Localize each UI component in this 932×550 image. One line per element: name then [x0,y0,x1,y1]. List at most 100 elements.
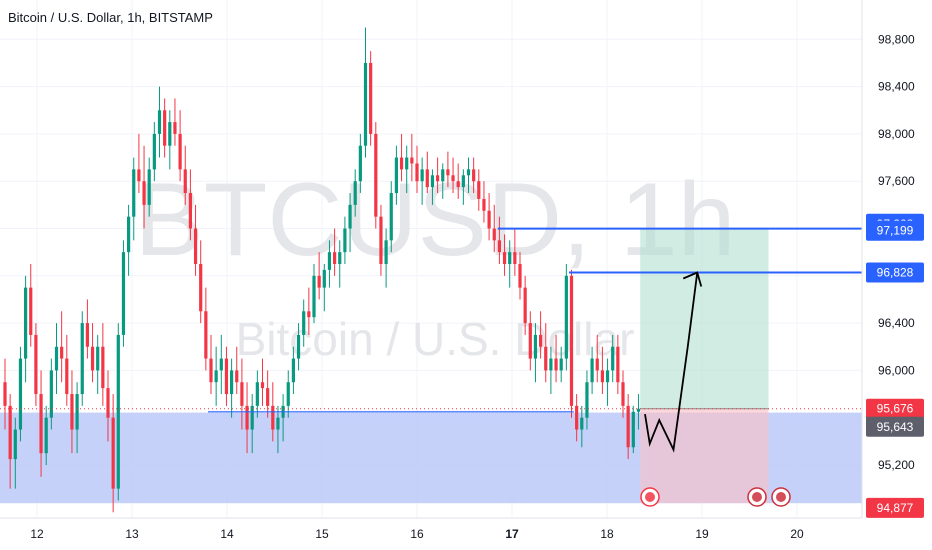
candle [245,382,249,454]
candle-body [436,175,440,182]
candle [163,98,167,158]
candle [307,287,311,335]
candle [518,252,522,300]
candle-body [502,252,507,264]
price-label-target-bg [866,220,924,241]
candle [446,151,450,188]
candle [559,346,563,383]
candle [585,370,589,430]
candle-body [230,370,234,395]
candle [183,145,187,205]
candle [513,228,517,276]
watermark-name: Bitcoin / U.S. Dollar [236,313,635,365]
candle-body [564,275,568,359]
candle [132,157,136,241]
price-label-level2-bg [866,262,924,283]
candle-body [96,346,100,371]
drawings[interactable] [0,227,862,507]
candle-body [90,346,95,371]
candle [333,228,337,276]
candle [65,334,69,406]
candle-body [116,334,120,489]
candle [389,181,393,253]
candle [549,346,553,395]
candle-body [224,358,229,395]
candle [405,145,409,194]
candle-body [111,417,115,489]
candle-body [3,382,7,406]
candle [291,346,295,395]
candle [636,394,641,430]
candle [44,405,48,465]
candle-body [132,169,136,217]
candle [564,263,568,371]
lightning-icon-core [645,492,655,502]
x-tick-label: 19 [695,527,709,541]
candle-body [101,346,105,389]
candle [178,110,182,182]
candle-body [70,394,74,430]
candle-body [18,358,23,430]
candle-body [302,311,306,335]
candle-body [168,122,172,146]
candle-body [405,157,409,170]
candle [142,145,146,229]
candle-body [358,145,362,182]
candle [54,323,59,395]
candle-body [291,358,295,383]
candle [266,370,270,418]
candle-body [384,240,388,264]
candle [415,145,419,194]
candle-body [183,169,187,194]
candle-body [379,216,383,264]
candle-body [333,252,337,264]
candle-body [544,346,548,371]
candle-body [549,358,553,371]
x-tick-label: 15 [315,527,329,541]
candle-body [539,334,543,347]
x-tick-label: 17 [505,527,519,541]
candle-body [420,169,424,182]
candle-body [461,175,465,188]
candle-body [193,228,198,264]
candle [101,323,105,406]
price-label-level2: 96,828 [877,265,914,279]
candle [523,275,527,335]
candle-body [585,382,589,418]
candle [49,358,53,430]
candle-body [24,287,28,359]
candle [39,370,43,477]
price-label-entry: 95,643 [877,420,914,434]
candle-body [276,417,280,430]
candle-body [600,370,604,383]
price-label-entry-bg [866,416,924,437]
candle [621,370,625,418]
candle-body [348,204,352,229]
candle [157,86,162,158]
candle [121,240,126,347]
candle [502,234,507,276]
candle [410,133,414,182]
candle [492,204,496,253]
candle-body [374,133,378,217]
candle [544,323,548,383]
candle [3,358,7,430]
candle-body [508,252,512,264]
candle-body [312,275,316,318]
candle [106,370,110,442]
candle [116,323,120,501]
stop-zone [640,408,769,504]
candle-body [343,228,347,253]
candle [363,27,368,158]
x-tick-label: 16 [410,527,424,541]
candle [137,133,141,194]
projection-path [644,272,699,453]
price-label-stop: 94,877 [877,501,914,515]
candle-body [127,216,131,253]
candle [255,370,259,418]
candle-body [250,405,254,430]
candle-body [559,358,563,371]
candle-body [106,388,110,418]
